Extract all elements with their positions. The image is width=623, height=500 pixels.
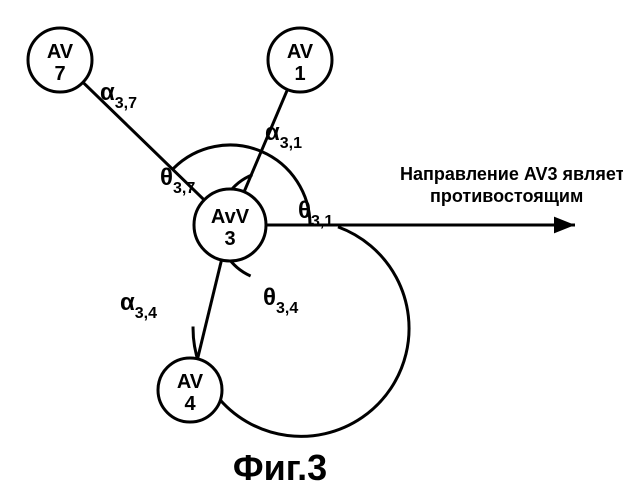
axis-caption-line1: Направление AV3 является	[400, 164, 623, 184]
node-av4-label2: 4	[184, 393, 196, 415]
alpha-av1: α3,1	[265, 119, 302, 152]
theta-av4: θ3,4	[263, 284, 298, 317]
node-av3-label2: 3	[224, 228, 235, 250]
node-av4-label1: AV	[177, 371, 204, 393]
axis-caption-line2: противостоящим	[430, 186, 583, 206]
node-av3-label1: AvV	[211, 206, 250, 228]
alpha-av7: α3,7	[100, 79, 137, 112]
node-av7: AV7	[28, 28, 92, 92]
node-av1: AV1	[268, 28, 332, 92]
alpha-av4: α3,4	[120, 289, 157, 322]
node-av1-label2: 1	[294, 63, 305, 85]
node-av7-label1: AV	[47, 41, 74, 63]
node-av1-label1: AV	[287, 41, 314, 63]
node-av7-label2: 7	[54, 63, 65, 85]
edge-av4	[198, 260, 222, 359]
figure-label: Фиг.3	[233, 447, 327, 488]
node-av3: AvV 3	[194, 189, 266, 261]
diagram-canvas: Направление AV3 является противостоящим …	[0, 0, 623, 500]
theta-av7: θ3,7	[160, 164, 195, 197]
node-av4: AV4	[158, 358, 222, 422]
